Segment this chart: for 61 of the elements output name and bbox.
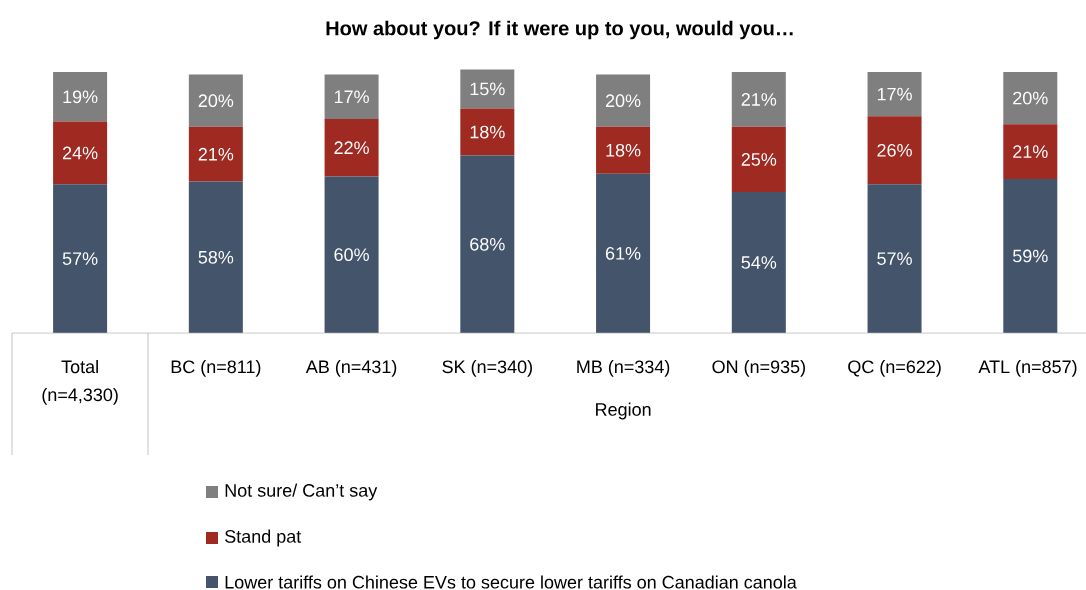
data-label: 57% [62,252,98,265]
text: Region [596,402,651,420]
data-label: 60% [334,248,369,262]
bar [324,74,379,119]
x-tick-label: MB (n=334) [577,359,670,377]
x-tick-label: BC (n=811) [171,359,261,377]
x-tick-label: Total (n=4,330) [42,359,118,405]
bar [731,72,786,127]
data-label: 20% [1013,91,1048,105]
bar [867,116,922,185]
data-label: 22% [334,141,369,155]
bar [867,72,922,117]
legend-label: Not sure/ Can’t say [225,483,378,501]
bar [324,118,379,177]
data-label: 57% [877,252,912,265]
data-label: 21% [741,93,777,106]
bar [596,74,651,127]
x-tick-label: AB (n=431) [305,359,397,377]
data-label: 58% [198,250,234,264]
data-label: 17% [334,90,369,104]
data-label: 21% [198,147,234,161]
bar [1003,124,1058,180]
bar [731,192,786,333]
data-label: 15% [470,82,505,96]
data-label: 54% [741,256,777,269]
x-tick-label: QC (n=622) [848,359,941,377]
data-label: 21% [1013,145,1048,158]
data-label: 20% [605,94,641,108]
x-tick-label: ON (n=935) [712,359,805,377]
legend-label: Stand pat [225,529,302,547]
bar [596,126,651,174]
bar [188,126,243,182]
bar [188,74,243,127]
bar [53,184,108,333]
data-label: 18% [606,143,641,157]
bar [53,121,108,185]
bar [867,184,922,333]
data-label: 20% [198,94,234,108]
legend-label: Lower tariffs on Chinese EVs to secure lower tariffs on Canadian canola [225,575,797,589]
bar [53,72,108,122]
x-tick-label: ATL (n=857) [978,359,1077,377]
x-tick-label: SK (n=340) [442,359,532,377]
bar [460,155,515,333]
data-label: 61% [605,247,641,260]
bar [731,126,786,193]
data-label: 19% [63,90,98,104]
bar [596,173,651,333]
data-label: 18% [470,125,505,139]
bar [188,181,243,333]
bar [460,108,515,156]
bar [460,69,515,109]
data-label: 68% [470,237,505,251]
bar [1003,179,1058,333]
data-label: 26% [877,143,912,157]
data-label: 25% [741,153,777,166]
bar [324,176,379,333]
data-label: 24% [62,146,98,160]
chart-title: How about you? If it were up to you, would you… [326,20,793,40]
data-label: 59% [1013,249,1048,263]
bar [1003,72,1058,125]
data-label: 17% [877,87,912,101]
